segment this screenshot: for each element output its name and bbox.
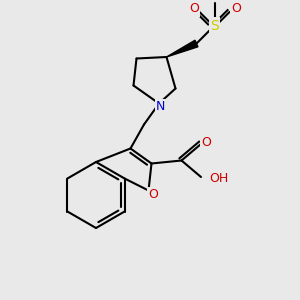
Text: S: S xyxy=(210,19,219,32)
Text: O: O xyxy=(189,2,199,16)
Text: OH: OH xyxy=(209,172,229,185)
Text: O: O xyxy=(148,188,158,202)
Polygon shape xyxy=(167,40,198,57)
Text: N: N xyxy=(156,100,165,113)
Text: O: O xyxy=(202,136,211,149)
Text: O: O xyxy=(231,2,241,16)
